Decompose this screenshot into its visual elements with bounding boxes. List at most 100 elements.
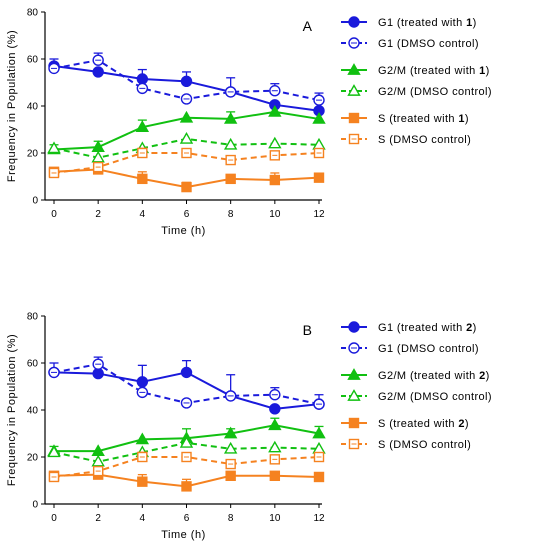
- data-point: [137, 173, 148, 185]
- series-2: [48, 52, 325, 106]
- data-point: [313, 451, 325, 463]
- data-point: [269, 85, 281, 97]
- legend-label: G1 (DMSO control): [378, 38, 479, 50]
- legend-marker: [348, 438, 360, 450]
- y-axis-title: Frequency in Population (%): [6, 30, 18, 182]
- x-tick-label: 4: [140, 209, 146, 220]
- data-point: [47, 445, 61, 458]
- y-tick-label: 80: [27, 8, 39, 19]
- series-3: [47, 104, 326, 155]
- data-point: [179, 131, 194, 144]
- data-point: [135, 120, 150, 132]
- legend-entry-1: G1 (treated with 2): [341, 321, 476, 334]
- data-point: [224, 86, 237, 98]
- data-point: [92, 54, 104, 66]
- legend-entry-4: G2/M (DMSO control): [341, 389, 492, 403]
- data-point: [269, 389, 281, 401]
- series-4: [47, 131, 326, 163]
- panel-label: A: [303, 18, 313, 34]
- data-point: [313, 398, 325, 410]
- data-point: [137, 451, 148, 463]
- legend-marker: [348, 417, 360, 429]
- data-point: [179, 110, 194, 123]
- data-point: [180, 93, 193, 105]
- x-tick-label: 12: [313, 513, 325, 524]
- legend-marker: [348, 133, 360, 145]
- data-point: [269, 174, 281, 186]
- y-tick-label: 60: [27, 359, 39, 370]
- data-point: [181, 481, 192, 492]
- x-tick-label: 0: [51, 209, 57, 220]
- legend-marker: [348, 112, 360, 124]
- data-point: [136, 82, 149, 95]
- data-point: [223, 426, 238, 439]
- legend-entry-4: G2/M (DMSO control): [341, 84, 492, 98]
- legend-label: G1 (treated with 1): [378, 17, 477, 29]
- data-point: [48, 366, 60, 379]
- x-tick-label: 8: [228, 209, 234, 220]
- legend-label: G2/M (DMSO control): [378, 86, 492, 98]
- series-6: [48, 147, 325, 179]
- x-tick-label: 8: [228, 513, 234, 524]
- legend-entry-3: G2/M (treated with 1): [341, 63, 490, 77]
- legend-label: G2/M (treated with 2): [378, 370, 490, 382]
- y-tick-label: 20: [27, 453, 39, 464]
- x-tick-label: 6: [184, 513, 190, 524]
- data-point: [225, 470, 236, 481]
- x-tick-label: 2: [95, 513, 101, 524]
- legend-label: S (treated with 1): [378, 113, 469, 125]
- data-point: [313, 94, 325, 106]
- legend-marker: [347, 63, 361, 75]
- data-point: [137, 147, 148, 159]
- x-axis-title: Time (h): [161, 529, 206, 541]
- legend-entry-6: S (DMSO control): [341, 438, 471, 451]
- legend-entry-5: S (treated with 1): [341, 112, 469, 125]
- data-point: [47, 141, 61, 154]
- legend-entry-2: G1 (DMSO control): [341, 342, 479, 355]
- x-tick-label: 10: [269, 209, 281, 220]
- data-point: [313, 471, 325, 483]
- data-point: [312, 112, 326, 124]
- chart-panel-b: 0 20 40 60 80 0 2 4 6 8 10 12 Time (h) Frequency in P…: [6, 312, 492, 542]
- y-tick-label: 60: [27, 55, 39, 66]
- data-point: [313, 172, 325, 183]
- data-point: [224, 390, 237, 402]
- legend-marker: [348, 342, 360, 354]
- data-point: [92, 465, 104, 477]
- legend-marker: [348, 37, 360, 49]
- data-point: [225, 458, 236, 470]
- series-5: [48, 164, 325, 193]
- data-point: [268, 136, 282, 149]
- data-point: [136, 376, 149, 388]
- legend-label: G2/M (DMSO control): [378, 391, 492, 403]
- y-axis-title: Frequency in Population (%): [6, 334, 18, 486]
- data-point: [269, 454, 281, 465]
- data-point: [92, 358, 104, 370]
- y-tick-label: 20: [27, 149, 39, 160]
- chart-panel-a: 0 20 40 60 80 0 2 4 6 8 10 12 Time (h) Frequency in P…: [6, 8, 492, 238]
- y-tick-label: 0: [32, 500, 38, 511]
- data-point: [179, 435, 194, 448]
- data-point: [268, 418, 282, 431]
- legend-label: S (treated with 2): [378, 418, 469, 430]
- series-1: [48, 58, 325, 117]
- series-2: [48, 356, 325, 410]
- legend-entry-2: G1 (DMSO control): [341, 37, 479, 50]
- x-tick-label: 10: [269, 513, 281, 524]
- x-tick-label: 0: [51, 513, 57, 524]
- y-tick-label: 0: [32, 196, 38, 207]
- data-point: [91, 150, 105, 163]
- data-point: [269, 403, 281, 415]
- data-point: [181, 451, 192, 463]
- data-point: [269, 150, 281, 161]
- data-point: [137, 476, 148, 487]
- data-point: [92, 367, 104, 380]
- y-tick-label: 80: [27, 312, 39, 323]
- data-point: [181, 147, 192, 159]
- data-point: [180, 366, 193, 379]
- legend-label: G2/M (treated with 1): [378, 65, 490, 77]
- legend-entry-1: G1 (treated with 1): [341, 16, 477, 29]
- data-point: [312, 426, 326, 439]
- x-tick-label: 12: [313, 209, 325, 220]
